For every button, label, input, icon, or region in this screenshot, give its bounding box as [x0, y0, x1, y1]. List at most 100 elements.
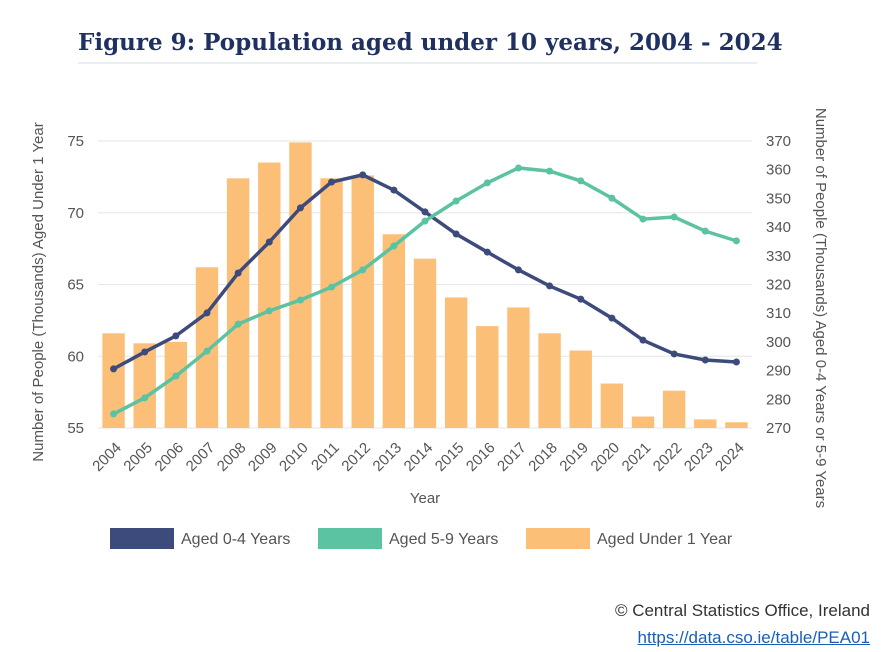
point [390, 242, 398, 250]
y2-tick-label: 300 [766, 334, 791, 351]
y2-tick-label: 350 [766, 190, 791, 207]
point [732, 237, 740, 245]
y2-tick-label: 280 [766, 391, 791, 408]
bar [102, 333, 125, 428]
y2-axis-label: Number of People (Thousands) Aged 0-4 Ye… [812, 108, 829, 508]
bar [662, 390, 686, 428]
point [577, 177, 585, 185]
point [359, 171, 367, 179]
x-tick-label: 2016 [463, 439, 499, 475]
point [514, 164, 522, 172]
bar [289, 142, 312, 428]
x-tick-label: 2011 [308, 439, 343, 474]
chart: Figure 9: Population aged under 10 years… [30, 29, 829, 549]
y-tick-label: 75 [67, 133, 84, 150]
point [172, 332, 180, 340]
y2-tick-label: 320 [766, 277, 791, 294]
bar [476, 326, 499, 428]
bar [320, 178, 343, 428]
point [608, 194, 616, 202]
y2-tick-label: 370 [766, 133, 791, 150]
point [670, 350, 678, 358]
x-tick-label: 2006 [152, 439, 188, 475]
point [514, 266, 522, 274]
point [452, 230, 460, 238]
legend-swatch [110, 528, 174, 549]
source-link[interactable]: https://data.cso.ie/table/PEA01 [637, 628, 870, 647]
bar [538, 333, 561, 428]
bar [133, 343, 156, 428]
footer: © Central Statistics Office, Ireland htt… [615, 597, 870, 651]
bar [631, 416, 655, 428]
point [296, 296, 304, 304]
x-tick-label: 2017 [494, 439, 530, 475]
bar [507, 307, 530, 428]
x-tick-label: 2023 [681, 439, 717, 475]
x-tick-label: 2024 [712, 439, 748, 475]
bar [444, 297, 468, 428]
y2-tick-label: 290 [766, 363, 791, 380]
point [296, 204, 304, 212]
point [203, 309, 211, 317]
bar [258, 162, 281, 428]
point [732, 358, 740, 366]
bar [382, 234, 406, 428]
y2-tick-label: 330 [766, 248, 791, 265]
point [328, 283, 336, 291]
point [701, 356, 709, 364]
x-tick-label: 2007 [183, 439, 219, 475]
point [421, 208, 429, 216]
point [234, 269, 242, 277]
bar [569, 350, 592, 428]
bar [600, 383, 624, 428]
point [452, 197, 460, 205]
x-tick-label: 2021 [619, 439, 655, 475]
legend-label: Aged Under 1 Year [597, 531, 733, 548]
point [546, 282, 554, 290]
bar [351, 175, 374, 428]
x-tick-label: 2014 [401, 439, 437, 475]
legend-label: Aged 0-4 Years [181, 531, 290, 548]
point [110, 365, 118, 373]
point [608, 314, 616, 322]
point [172, 372, 180, 380]
y-tick-label: 70 [67, 205, 84, 222]
point [328, 178, 336, 186]
x-tick-label: 2022 [650, 439, 686, 475]
x-tick-label: 2013 [370, 439, 406, 475]
bar [694, 419, 717, 428]
y-tick-label: 60 [67, 348, 84, 365]
point [390, 186, 398, 194]
legend-swatch [526, 528, 590, 549]
point [265, 307, 273, 315]
x-tick-label: 2009 [245, 439, 281, 475]
point [234, 320, 242, 328]
y2-tick-label: 340 [766, 219, 791, 236]
point [670, 213, 678, 221]
point [483, 179, 491, 187]
bar [226, 178, 250, 428]
point [639, 215, 647, 223]
y2-tick-label: 270 [766, 420, 791, 437]
y-tick-label: 55 [67, 420, 84, 437]
bar [725, 422, 748, 428]
point [141, 394, 149, 402]
point [546, 167, 554, 175]
x-tick-label: 2010 [276, 439, 312, 475]
point [265, 238, 273, 246]
x-tick-label: 2005 [120, 439, 156, 475]
y-axis-label: Number of People (Thousands) Aged Under … [30, 122, 47, 461]
source: © Central Statistics Office, Ireland [614, 601, 870, 620]
x-tick-label: 2019 [556, 439, 592, 475]
x-axis-label: Year [410, 490, 440, 507]
point [421, 217, 429, 225]
chart-title: Figure 9: Population aged under 10 years… [78, 29, 783, 56]
y2-tick-label: 360 [766, 162, 791, 179]
x-tick-label: 2015 [432, 439, 468, 475]
point [577, 295, 585, 303]
y2-tick-label: 310 [766, 305, 791, 322]
x-tick-label: 2008 [214, 439, 250, 475]
legend-swatch [318, 528, 382, 549]
point [110, 410, 118, 418]
